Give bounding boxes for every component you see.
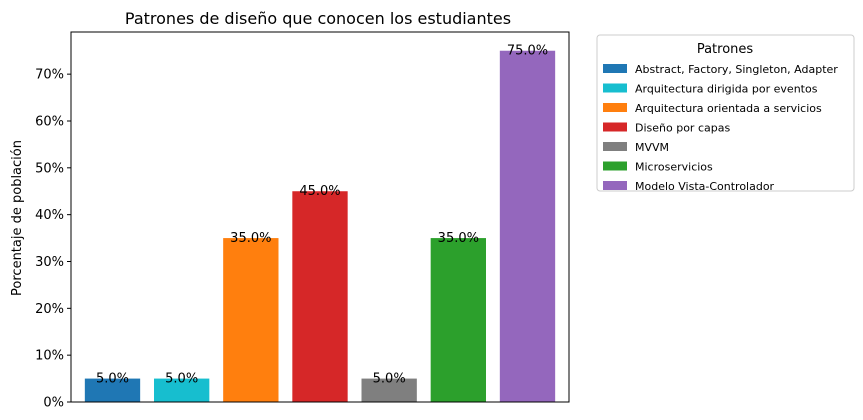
legend-label-2: Arquitectura dirigida por eventos: [635, 83, 818, 96]
legend-swatch-3: [603, 103, 627, 112]
bar-value-label-2: 5.0%: [165, 372, 198, 387]
y-tick-label: 30%: [35, 255, 64, 270]
legend-label-4: Diseño por capas: [635, 122, 730, 135]
y-tick-label: 10%: [35, 349, 64, 364]
legend-swatch-2: [603, 83, 627, 93]
y-tick-label: 0%: [43, 396, 64, 411]
legend-frame: [596, 34, 855, 192]
bar-2: [154, 378, 210, 402]
y-tick-label: 40%: [35, 208, 64, 223]
bar-1: [84, 378, 141, 402]
y-axis-label: Porcentaje de población: [10, 140, 25, 296]
bar-3: [223, 238, 279, 402]
bar-value-label-5: 5.0%: [373, 372, 406, 387]
bar-value-label-1: 5.0%: [96, 372, 129, 387]
legend-swatch-4: [603, 122, 627, 132]
legend-label-1: Abstract, Factory, Singleton, Adapter: [635, 63, 838, 76]
legend-swatch-6: [603, 161, 627, 171]
legend: Patrones Abstract, Factory, Singleton, A…: [596, 34, 855, 193]
legend-label-5: MVVM: [635, 141, 669, 154]
legend-swatch-1: [603, 64, 627, 73]
y-tick-label: 70%: [35, 68, 64, 83]
bar-value-label-4: 45.0%: [299, 184, 340, 199]
bars-group: [84, 50, 556, 402]
bar-4: [292, 191, 348, 402]
legend-title: Patrones: [697, 42, 754, 57]
legend-items: Abstract, Factory, Singleton, Adapter Arq…: [603, 63, 838, 193]
bar-6: [430, 238, 486, 402]
legend-label-6: Microservicios: [635, 161, 713, 174]
legend-label-3: Arquitectura orientada a servicios: [635, 102, 822, 115]
plot-area-frame: [70, 31, 570, 403]
data-labels-group: 5.0% 5.0% 35.0% 45.0% 5.0% 35.0% 75.0%: [96, 44, 548, 387]
y-tick-label: 60%: [35, 114, 64, 129]
bar-7: [499, 50, 556, 402]
y-tick-label: 50%: [35, 161, 64, 176]
bar-value-label-7: 75.0%: [507, 44, 548, 59]
y-axis-ticks: 0% 10% 20% 30% 40% 50% 60% 70%: [35, 68, 71, 411]
y-tick-label: 20%: [35, 302, 64, 317]
legend-label-7: Modelo Vista-Controlador: [635, 180, 775, 193]
bar-5: [361, 378, 417, 402]
legend-swatch-7: [603, 181, 627, 190]
chart-title: Patrones de diseño que conocen los estud…: [125, 9, 511, 28]
legend-swatch-5: [603, 142, 627, 151]
bar-value-label-6: 35.0%: [438, 231, 479, 246]
bar-value-label-3: 35.0%: [230, 231, 271, 246]
